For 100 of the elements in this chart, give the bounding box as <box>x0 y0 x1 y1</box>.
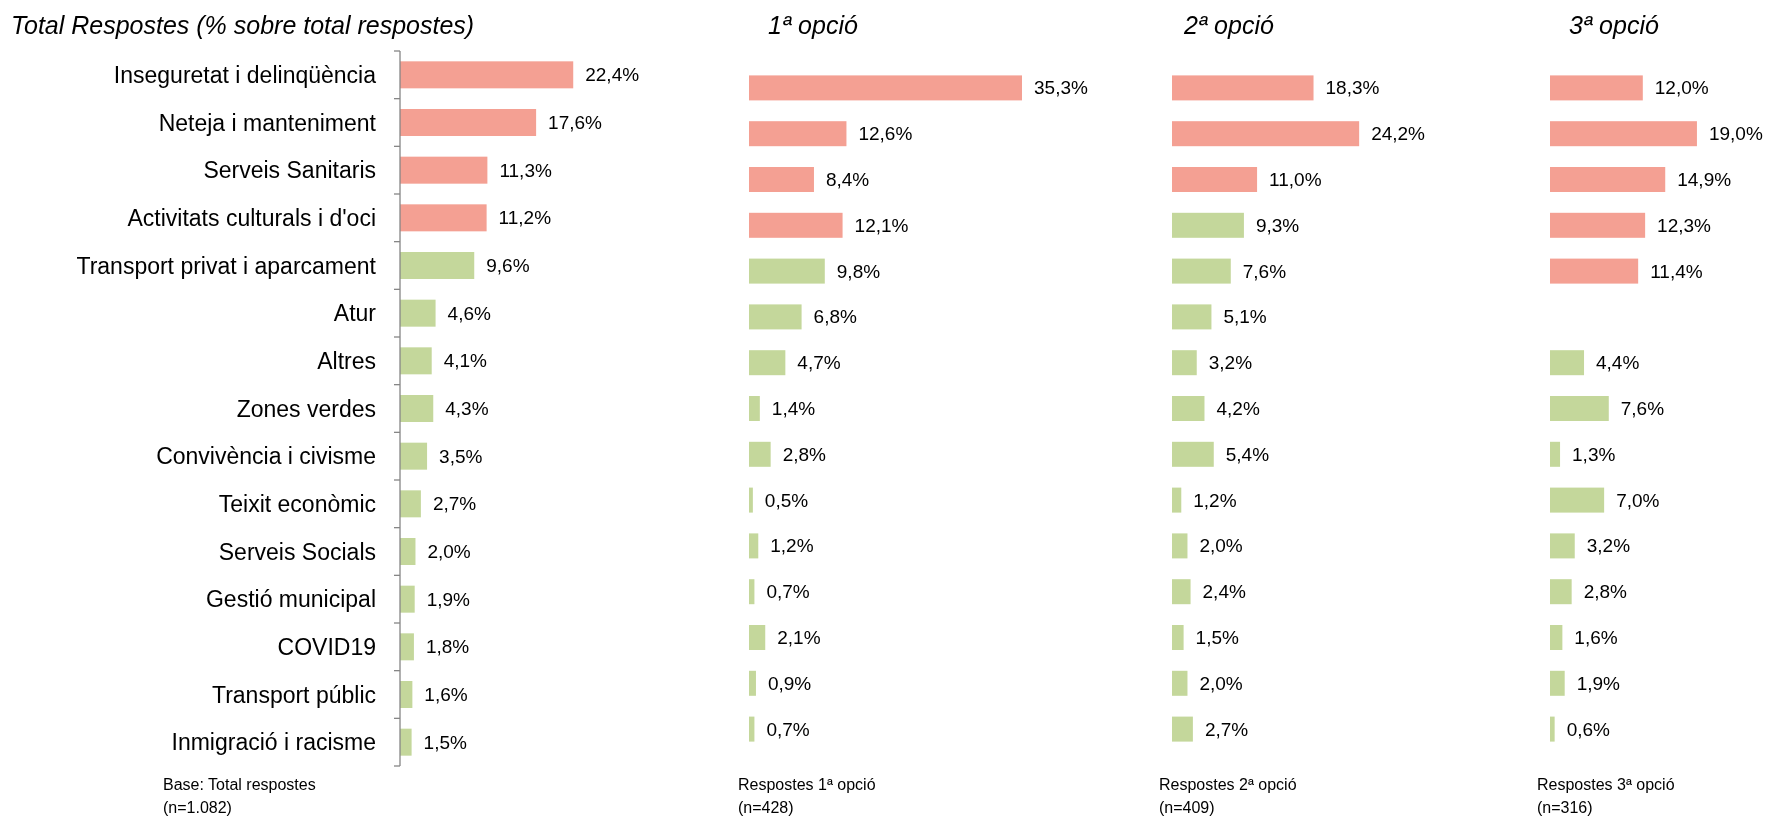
data-label: 11,2% <box>498 207 552 229</box>
y-tick-label: Convivència i civisme <box>156 443 376 470</box>
bar <box>1172 441 1214 467</box>
bar <box>400 728 412 756</box>
bar <box>1550 625 1563 650</box>
data-label: 7,6% <box>1242 260 1287 282</box>
bar <box>1550 396 1609 421</box>
bar <box>400 252 475 279</box>
data-label: 12,6% <box>858 123 913 145</box>
bar <box>400 347 432 375</box>
data-label: 11,3% <box>499 159 552 181</box>
data-label: 4,4% <box>1596 352 1640 374</box>
data-label: 7,0% <box>1616 489 1660 511</box>
data-label: 2,4% <box>1202 581 1246 603</box>
bar <box>749 258 825 284</box>
data-label: 0,5% <box>764 489 809 511</box>
data-label: 7,6% <box>1620 398 1665 419</box>
bar <box>749 121 847 147</box>
data-label: 4,6% <box>447 302 491 324</box>
data-label: 0,7% <box>766 581 810 603</box>
data-label: 18,3% <box>1325 77 1380 99</box>
data-label: 8,4% <box>825 169 870 190</box>
data-label: 0,6% <box>1566 718 1611 740</box>
bar <box>1550 487 1605 513</box>
bar <box>1550 716 1555 742</box>
bar <box>400 156 488 184</box>
bar <box>400 395 434 422</box>
y-tick-label: Serveis Sanitaris <box>203 157 376 184</box>
data-label: 2,7% <box>1204 718 1249 740</box>
bar <box>1550 579 1572 605</box>
y-tick-label: Inseguretat i delinqüència <box>113 61 377 88</box>
data-label: 5,4% <box>1225 443 1270 465</box>
data-label: 2,8% <box>1583 581 1628 603</box>
data-label: 0,7% <box>766 718 810 740</box>
data-label: 2,8% <box>782 443 827 465</box>
bar <box>1172 396 1205 421</box>
bar <box>1172 716 1193 742</box>
chart-title: 3ª opció <box>1569 11 1659 39</box>
data-label: 4,1% <box>443 350 488 372</box>
bar <box>749 533 759 559</box>
chart-title: 2ª opció <box>1183 11 1274 39</box>
data-label: 2,7% <box>432 493 477 515</box>
data-label: 11,4% <box>1650 260 1703 282</box>
bar <box>1172 121 1360 147</box>
y-tick-label: COVID19 <box>277 633 376 660</box>
data-label: 1,9% <box>426 588 471 610</box>
bar <box>400 442 428 470</box>
bar <box>749 579 755 605</box>
text: Respostes 1ª opció (n=428) <box>738 776 876 816</box>
data-label: 3,5% <box>439 445 483 467</box>
bar <box>400 633 414 661</box>
bar <box>1172 350 1197 376</box>
y-tick-label: Gestió municipal <box>205 586 376 613</box>
data-label: 4,3% <box>445 398 489 419</box>
y-tick-label: Teixit econòmic <box>218 490 376 517</box>
y-tick-label: Serveis Socials <box>218 538 376 565</box>
y-tick-label: Transport privat i aparcament <box>76 252 377 279</box>
data-label: 1,2% <box>1193 489 1237 511</box>
text: Respostes 3ª opció (n=316) <box>1537 776 1675 816</box>
text: Respostes 2ª opció (n=409) <box>1159 776 1297 816</box>
data-label: 1,6% <box>1574 627 1618 648</box>
data-label: 14,9% <box>1677 169 1732 190</box>
data-label: 9,8% <box>836 260 881 282</box>
bar <box>1172 670 1188 696</box>
data-label: 9,3% <box>1255 214 1300 236</box>
data-label: 6,8% <box>813 306 857 328</box>
data-label: 9,6% <box>486 255 530 276</box>
data-label: 35,3% <box>1034 77 1088 99</box>
bar <box>749 716 755 742</box>
bar <box>1550 670 1565 696</box>
bar <box>400 109 537 136</box>
data-label: 19,0% <box>1708 123 1763 145</box>
y-tick-label: Atur <box>333 300 377 327</box>
bar <box>400 490 421 518</box>
data-label: 22,4% <box>585 64 640 86</box>
chart-title: Total Respostes (% sobre total respostes) <box>11 11 475 39</box>
bar <box>749 75 1022 101</box>
bar <box>1550 533 1575 559</box>
data-label: 3,2% <box>1208 352 1253 374</box>
bar <box>1172 258 1231 284</box>
data-label: 12,0% <box>1654 77 1709 99</box>
bar <box>749 625 766 650</box>
data-label: 1,6% <box>424 684 468 705</box>
data-label: 0,9% <box>767 672 812 694</box>
bar <box>400 204 487 232</box>
bar <box>1550 258 1639 284</box>
bar <box>400 61 574 89</box>
bar <box>400 585 415 613</box>
bar <box>1550 441 1561 467</box>
data-label: 5,1% <box>1223 306 1267 328</box>
y-tick-label: Zones verdes <box>236 395 376 422</box>
y-tick-label: Altres <box>317 347 376 374</box>
data-label: 1,9% <box>1576 672 1621 694</box>
bar <box>749 670 756 696</box>
y-tick-label: Transport públic <box>211 681 376 708</box>
data-label: 12,1% <box>854 214 909 236</box>
bar <box>749 350 786 376</box>
text: Base: Total respostes (n=1.082) <box>163 776 316 816</box>
bar <box>1172 533 1188 559</box>
data-label: 11,0% <box>1269 169 1322 190</box>
